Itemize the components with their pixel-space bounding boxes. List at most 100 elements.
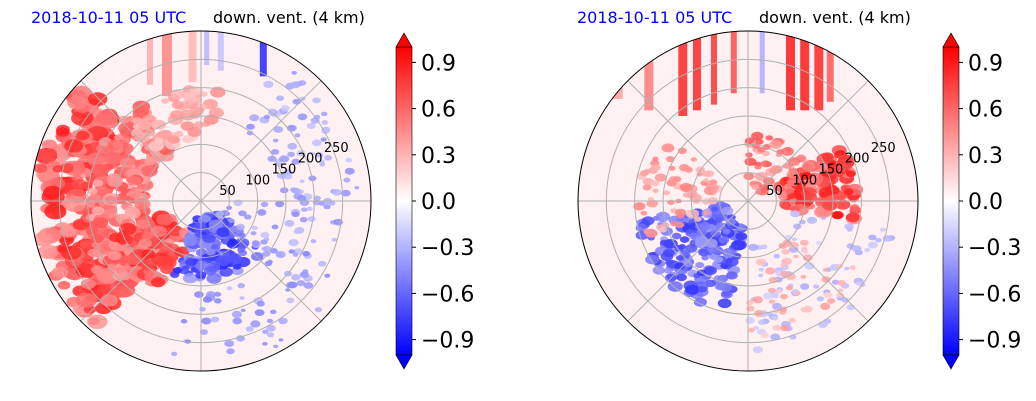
negative-cell bbox=[879, 227, 887, 232]
negative-cell bbox=[310, 239, 317, 244]
negative-cell bbox=[228, 218, 235, 224]
positive-cell bbox=[647, 196, 654, 201]
negative-cell bbox=[320, 137, 327, 142]
positive-cell bbox=[836, 292, 844, 298]
negative-cell bbox=[704, 266, 717, 275]
positive-cell bbox=[836, 164, 848, 173]
positive-cell bbox=[57, 280, 71, 290]
positive-cell bbox=[849, 204, 860, 212]
positive-cell bbox=[107, 173, 121, 183]
positive-cell bbox=[674, 208, 687, 217]
negative-cell bbox=[680, 249, 691, 256]
positive-cell bbox=[643, 228, 652, 235]
negative-cell bbox=[180, 319, 188, 324]
positive-cell bbox=[157, 129, 172, 141]
positive-cell bbox=[167, 135, 180, 144]
negative-cell bbox=[226, 205, 233, 210]
positive-streak bbox=[826, 31, 834, 102]
negative-cell bbox=[276, 252, 282, 257]
negative-cell bbox=[758, 273, 764, 278]
negative-cell bbox=[291, 187, 301, 194]
negative-streak bbox=[759, 31, 765, 94]
negative-cell bbox=[246, 123, 255, 130]
negative-cell bbox=[710, 206, 719, 212]
colorbar-tick-label: 0.0 bbox=[968, 190, 1003, 215]
negative-cell bbox=[698, 248, 710, 257]
negative-cell bbox=[263, 80, 274, 88]
negative-cell bbox=[816, 296, 824, 302]
negative-cell bbox=[340, 189, 351, 197]
grid-spoke bbox=[80, 200, 202, 322]
negative-cell bbox=[276, 172, 286, 179]
negative-cell bbox=[713, 256, 724, 263]
positive-cell bbox=[682, 192, 691, 198]
negative-cell bbox=[324, 155, 332, 161]
negative-cell bbox=[240, 308, 246, 312]
positive-cell bbox=[33, 232, 54, 247]
negative-cell bbox=[269, 248, 278, 254]
negative-cell bbox=[226, 286, 233, 291]
positive-streak bbox=[147, 31, 153, 85]
negative-cell bbox=[215, 210, 225, 218]
positive-cell bbox=[112, 140, 124, 149]
negative-cell bbox=[296, 280, 306, 287]
positive-cell bbox=[75, 130, 90, 141]
negative-cell bbox=[297, 113, 308, 121]
positive-cell bbox=[148, 140, 164, 152]
colorbar-tick-label: −0.3 bbox=[968, 236, 1021, 261]
positive-cell bbox=[43, 148, 57, 158]
negative-cell bbox=[821, 216, 826, 220]
negative-cell bbox=[868, 234, 877, 241]
negative-cell bbox=[343, 177, 351, 183]
positive-cell bbox=[44, 203, 67, 220]
negative-cell bbox=[770, 333, 781, 341]
positive-cell bbox=[781, 257, 792, 265]
positive-cell bbox=[703, 186, 717, 196]
negative-cell bbox=[695, 262, 705, 269]
colorbar-extend-max bbox=[395, 32, 413, 48]
negative-cell bbox=[214, 291, 221, 297]
positive-cell bbox=[786, 285, 793, 291]
positive-cell bbox=[845, 170, 856, 178]
negative-cell bbox=[725, 217, 737, 226]
positive-cell bbox=[709, 179, 718, 185]
colorbar-tick-label: 0.9 bbox=[421, 51, 456, 76]
positive-streak bbox=[894, 31, 903, 94]
positive-cell bbox=[59, 163, 74, 174]
positive-cell bbox=[104, 196, 117, 205]
positive-streak bbox=[188, 31, 197, 82]
positive-cell bbox=[95, 110, 117, 125]
positive-cell bbox=[160, 264, 175, 275]
negative-cell bbox=[266, 324, 276, 332]
negative-cell bbox=[645, 254, 659, 265]
positive-cell bbox=[846, 212, 860, 223]
colorbar-extend-min bbox=[395, 354, 413, 370]
negative-cell bbox=[844, 223, 854, 230]
negative-cell bbox=[185, 258, 197, 267]
negative-cell bbox=[199, 306, 206, 312]
negative-cell bbox=[291, 158, 301, 165]
negative-cell bbox=[694, 235, 709, 246]
negative-cell bbox=[735, 232, 748, 241]
positive-cell bbox=[754, 310, 764, 317]
negative-cell bbox=[319, 159, 325, 164]
positive-cell bbox=[141, 165, 158, 177]
negative-cell bbox=[210, 316, 220, 323]
positive-cell bbox=[820, 302, 831, 310]
negative-cell bbox=[262, 329, 269, 334]
negative-cell bbox=[214, 298, 222, 304]
negative-cell bbox=[707, 246, 715, 253]
negative-cell bbox=[273, 344, 279, 349]
radial-tick-label: 150 bbox=[819, 163, 844, 178]
positive-cell bbox=[822, 199, 838, 211]
negative-cell bbox=[321, 111, 328, 117]
positive-cell bbox=[646, 199, 658, 208]
negative-cell bbox=[663, 248, 675, 257]
negative-cell bbox=[332, 189, 342, 196]
positive-cell bbox=[768, 287, 776, 294]
colorbar-extend-min bbox=[942, 354, 960, 370]
positive-cell bbox=[694, 216, 702, 222]
negative-cell bbox=[851, 245, 862, 253]
negative-cell bbox=[324, 273, 331, 278]
positive-cell bbox=[835, 199, 851, 210]
